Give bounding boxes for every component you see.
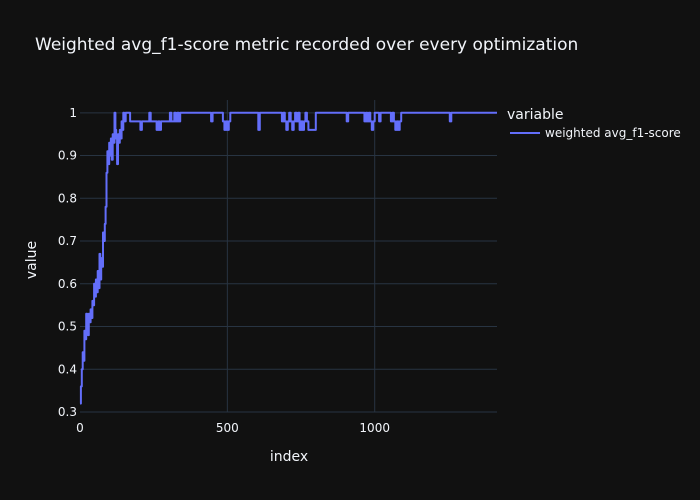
grid-layer bbox=[80, 100, 497, 413]
y-axis-title: value bbox=[24, 241, 40, 279]
y-tick-label-7: 1 bbox=[69, 106, 77, 120]
y-tick-label-4: 0.7 bbox=[58, 234, 77, 248]
series-line-0[interactable] bbox=[79, 111, 497, 405]
y-tick-label-3: 0.6 bbox=[58, 277, 77, 291]
series-layer bbox=[79, 111, 497, 405]
x-tick-label-2: 1000 bbox=[359, 421, 390, 435]
x-tick-label-0: 0 bbox=[76, 421, 84, 435]
y-tick-label-5: 0.8 bbox=[58, 191, 77, 205]
x-axis-title: index bbox=[270, 449, 308, 465]
tick-layer: 0.3 0.4 0.5 0.6 0.7 0.8 0.9 1 0 500 1000 bbox=[58, 106, 390, 435]
y-tick-label-6: 0.9 bbox=[58, 149, 77, 163]
legend: variable weighted avg_f1-score bbox=[507, 107, 681, 140]
y-tick-label-0: 0.3 bbox=[58, 405, 77, 419]
y-tick-label-1: 0.4 bbox=[58, 362, 77, 376]
chart-title: Weighted avg_f1-score metric recorded ov… bbox=[35, 35, 578, 55]
legend-title: variable bbox=[507, 107, 563, 123]
legend-label-weighted-avg-f1-score[interactable]: weighted avg_f1-score bbox=[545, 126, 681, 140]
y-tick-label-2: 0.5 bbox=[58, 320, 77, 334]
x-tick-label-1: 500 bbox=[216, 421, 239, 435]
